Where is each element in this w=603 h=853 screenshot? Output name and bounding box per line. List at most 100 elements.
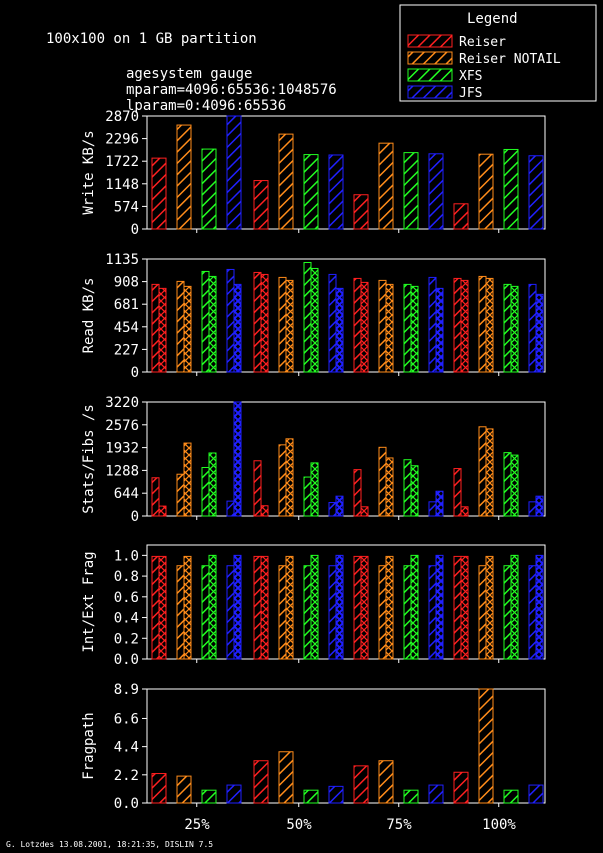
legend-box bbox=[399, 4, 597, 102]
bar bbox=[485, 428, 494, 517]
y-tick-label: 1135 bbox=[105, 252, 139, 268]
bar bbox=[278, 276, 287, 373]
bar bbox=[403, 459, 412, 517]
chart-panel: 0.0 0.2 0.4 0.6 0.8 1.0 Int/Ext Frag bbox=[81, 544, 546, 668]
bar bbox=[208, 452, 217, 517]
bar bbox=[485, 555, 494, 660]
bar bbox=[528, 283, 537, 373]
bar bbox=[460, 506, 469, 517]
y-tick-label: 1288 bbox=[105, 463, 139, 479]
bar bbox=[385, 457, 394, 517]
bar bbox=[428, 153, 444, 230]
bar bbox=[378, 446, 387, 517]
legend-swatch bbox=[407, 51, 453, 65]
bar bbox=[176, 565, 185, 660]
bar bbox=[158, 505, 167, 517]
bar bbox=[183, 285, 192, 373]
bar bbox=[335, 287, 344, 373]
bar bbox=[310, 554, 319, 660]
bar bbox=[285, 279, 294, 373]
bar bbox=[478, 153, 494, 230]
y-axis-label: Fragpath bbox=[81, 712, 97, 779]
bar bbox=[403, 283, 412, 373]
bar bbox=[528, 565, 537, 660]
legend-label: Reiser NOTAIL bbox=[459, 52, 561, 67]
bar bbox=[176, 473, 185, 517]
plot-frame bbox=[146, 544, 546, 660]
bar bbox=[460, 279, 469, 373]
bar bbox=[510, 454, 519, 517]
bar bbox=[335, 495, 344, 517]
plot-frame bbox=[146, 115, 546, 230]
y-axis-label: Write KB/s bbox=[81, 130, 97, 214]
bar bbox=[201, 565, 210, 660]
bar bbox=[528, 784, 544, 804]
chart-title: 100x100 on 1 GB partition bbox=[46, 31, 257, 47]
bar bbox=[233, 554, 242, 660]
bar bbox=[253, 760, 269, 804]
chart-panel: 0 644 1288 1932 2576 3220 Stats/Fibs /s bbox=[81, 395, 546, 525]
bar bbox=[328, 502, 337, 517]
bar bbox=[158, 555, 167, 660]
bar bbox=[503, 789, 519, 804]
y-axis-label: Stats/Fibs /s bbox=[81, 404, 97, 514]
x-category-label: 75% bbox=[386, 817, 412, 833]
x-category-label: 50% bbox=[286, 817, 312, 833]
bar bbox=[435, 287, 444, 373]
bar bbox=[201, 466, 210, 517]
bar bbox=[226, 565, 235, 660]
bar bbox=[503, 283, 512, 373]
bar bbox=[201, 148, 217, 230]
bar bbox=[303, 261, 312, 373]
subtitle-line-1: agesystem gauge bbox=[126, 66, 252, 82]
bar bbox=[353, 765, 369, 804]
bar bbox=[385, 555, 394, 660]
y-tick-label: 1722 bbox=[105, 154, 139, 170]
plot-frame bbox=[146, 401, 546, 517]
bar bbox=[303, 789, 319, 804]
bar bbox=[278, 444, 287, 517]
y-tick-label: 3220 bbox=[105, 395, 139, 411]
y-tick-label: 454 bbox=[114, 320, 139, 336]
bar bbox=[528, 501, 537, 517]
y-tick-label: 644 bbox=[114, 486, 139, 502]
bar bbox=[253, 555, 262, 660]
bar bbox=[503, 452, 512, 517]
y-tick-label: 0.4 bbox=[114, 611, 139, 627]
footer-credit: G. Lotzdes 13.08.2001, 18:21:35, DISLIN … bbox=[6, 840, 213, 849]
bar bbox=[478, 426, 487, 517]
plot-frame bbox=[146, 688, 546, 804]
y-tick-label: 8.9 bbox=[114, 682, 139, 698]
bar bbox=[485, 277, 494, 373]
bar bbox=[403, 789, 419, 804]
legend-swatch bbox=[407, 85, 453, 99]
y-tick-label: 0 bbox=[131, 509, 139, 525]
x-category-label: 100% bbox=[482, 817, 516, 833]
bar bbox=[453, 771, 469, 804]
bar bbox=[435, 490, 444, 517]
bar bbox=[201, 270, 210, 373]
bar bbox=[226, 784, 242, 804]
bar bbox=[378, 279, 387, 373]
bar bbox=[378, 565, 387, 660]
bar bbox=[535, 495, 544, 517]
y-tick-label: 908 bbox=[114, 275, 139, 291]
y-tick-label: 2870 bbox=[105, 109, 139, 125]
bar bbox=[453, 555, 462, 660]
bar bbox=[478, 275, 487, 373]
bar bbox=[151, 477, 160, 517]
x-category-label: 25% bbox=[184, 817, 210, 833]
bar bbox=[278, 565, 287, 660]
y-tick-label: 1148 bbox=[105, 177, 139, 193]
bar bbox=[428, 276, 437, 373]
bar bbox=[226, 268, 235, 373]
y-tick-label: 4.4 bbox=[114, 740, 139, 756]
bar bbox=[535, 293, 544, 373]
y-tick-label: 1.0 bbox=[114, 548, 139, 564]
bar bbox=[176, 124, 192, 230]
bar bbox=[510, 285, 519, 373]
y-tick-label: 2576 bbox=[105, 418, 139, 434]
bar bbox=[278, 133, 294, 230]
bar bbox=[303, 154, 319, 230]
bar bbox=[353, 194, 369, 230]
